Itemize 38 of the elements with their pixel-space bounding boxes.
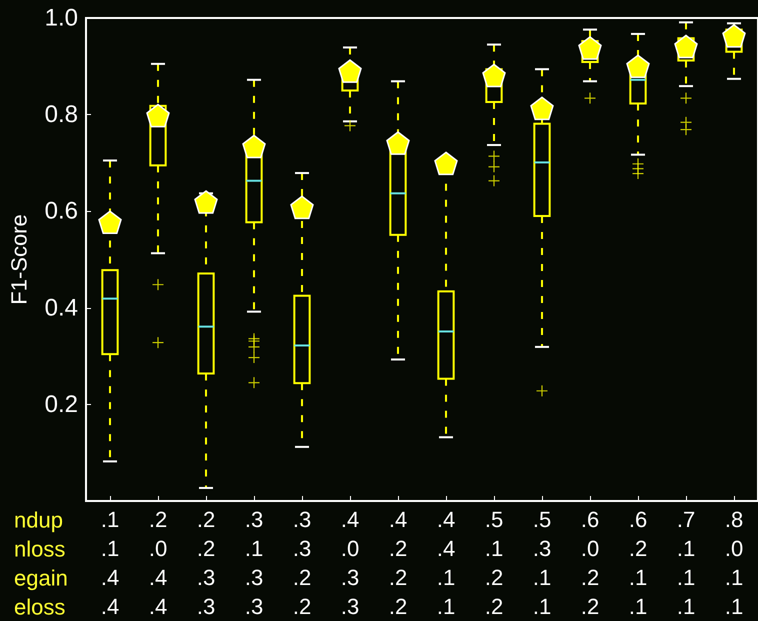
point bbox=[674, 34, 698, 58]
x-tick-label: .4 .2 .2 .2 bbox=[388, 507, 408, 619]
text: ndup bbox=[14, 508, 63, 532]
point bbox=[386, 131, 410, 155]
y-tick-label: 0.8 bbox=[44, 101, 78, 128]
y-axis-title: F1-Score bbox=[6, 214, 32, 305]
point bbox=[578, 36, 602, 60]
x-tick-label: .4 .0 .3 .3 bbox=[340, 507, 360, 619]
x-tick-label: .2 .2 .3 .3 bbox=[196, 507, 216, 619]
x-tick-label: .5 .3 .1 .1 bbox=[532, 507, 552, 619]
x-tick-label: .6 .0 .2 .2 bbox=[580, 507, 600, 619]
text: egain bbox=[14, 566, 68, 590]
y-tick-label: 0.4 bbox=[44, 294, 78, 322]
x-tick-label: .8 .0 .1 .1 bbox=[724, 507, 744, 619]
point bbox=[338, 59, 362, 83]
y-tick-label: 1.0 bbox=[44, 4, 78, 32]
point bbox=[98, 210, 122, 234]
text: nloss bbox=[14, 536, 66, 562]
x-tick-label: .3 .1 .3 .3 bbox=[244, 507, 264, 619]
x-tick-label: .2 .0 .4 .4 bbox=[148, 507, 168, 619]
point bbox=[482, 64, 506, 88]
point bbox=[194, 190, 218, 214]
x-tick-label: .6 .2 .1 .1 bbox=[628, 507, 648, 619]
point bbox=[626, 54, 650, 78]
text: eloss bbox=[14, 594, 66, 620]
point bbox=[722, 24, 746, 48]
x-tick-label: .1 .1 .4 .4 bbox=[100, 507, 120, 619]
point bbox=[242, 134, 266, 158]
x-tick-label: .4 .4 .1 .1 bbox=[436, 507, 456, 619]
x-tick-label: .3 .3 .2 .2 bbox=[292, 507, 312, 619]
point bbox=[530, 96, 554, 120]
point bbox=[146, 104, 170, 128]
point bbox=[434, 152, 458, 176]
point bbox=[290, 196, 314, 220]
y-tick-label: 0.6 bbox=[44, 198, 78, 225]
y-tick-label: 0.2 bbox=[44, 390, 78, 418]
x-tick-label: .7 .1 .1 .1 bbox=[676, 507, 696, 619]
x-tick-label: .5 .1 .2 .2 bbox=[484, 507, 504, 619]
